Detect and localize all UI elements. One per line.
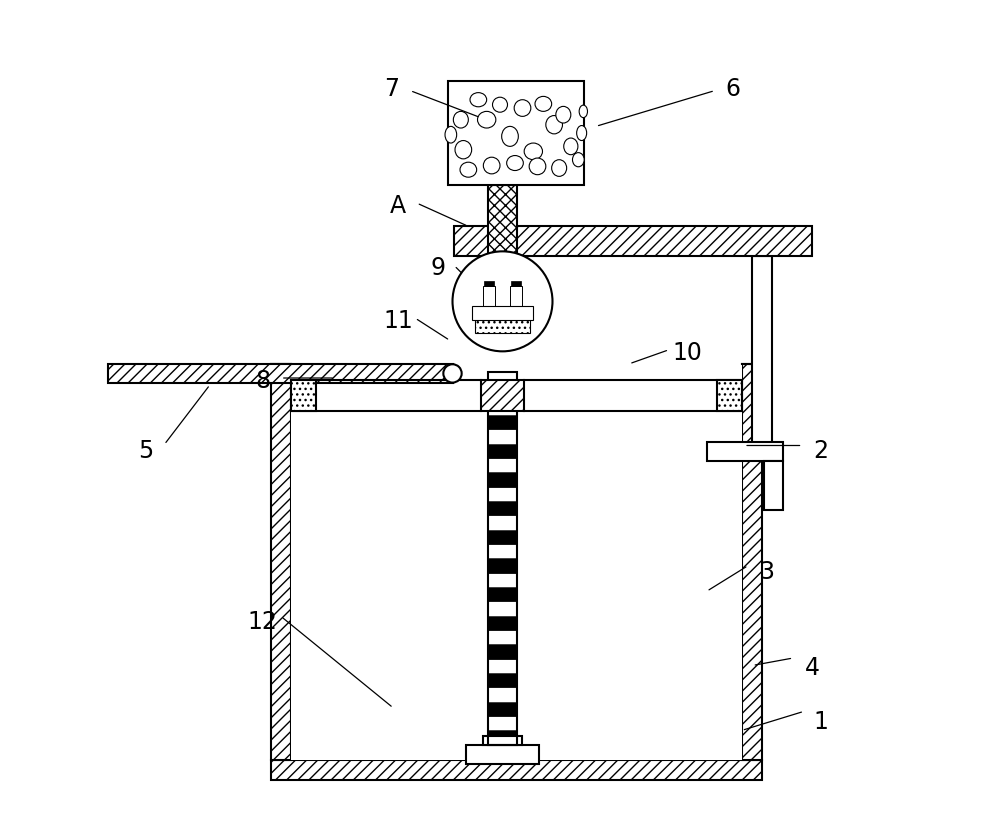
Text: 1: 1 (813, 710, 828, 734)
Bar (488, 516, 517, 530)
Ellipse shape (502, 126, 518, 146)
Ellipse shape (529, 158, 546, 175)
Bar (483, 737, 522, 745)
Bar (488, 185, 517, 293)
Bar (291, 364, 742, 761)
Bar (488, 487, 517, 501)
Bar (510, 286, 522, 305)
Bar (472, 305, 533, 319)
Text: 3: 3 (759, 560, 774, 584)
Text: 5: 5 (138, 440, 154, 463)
Bar (488, 587, 517, 601)
Bar (454, 226, 812, 256)
Bar (488, 444, 517, 458)
Bar (488, 415, 517, 430)
Ellipse shape (445, 126, 457, 143)
Text: 10: 10 (673, 341, 702, 365)
Bar (488, 615, 517, 630)
Bar (488, 630, 517, 645)
Text: 8: 8 (255, 369, 270, 393)
Ellipse shape (455, 140, 472, 159)
Bar (488, 687, 517, 701)
Ellipse shape (572, 153, 584, 167)
Bar (742, 364, 762, 761)
Bar (484, 281, 494, 287)
Ellipse shape (564, 138, 578, 155)
Ellipse shape (556, 106, 571, 123)
Circle shape (443, 364, 462, 383)
Ellipse shape (483, 157, 500, 174)
Ellipse shape (493, 97, 507, 112)
Bar (717, 380, 742, 411)
Bar (488, 530, 517, 544)
Ellipse shape (546, 115, 562, 134)
Text: A: A (390, 193, 406, 217)
Bar (475, 309, 530, 333)
Bar (448, 80, 584, 185)
Text: 4: 4 (805, 656, 820, 680)
Bar (488, 386, 517, 400)
Bar (488, 701, 517, 716)
Bar (481, 380, 524, 411)
Text: 2: 2 (813, 440, 828, 463)
Ellipse shape (514, 99, 531, 116)
Text: 7: 7 (384, 77, 399, 101)
Text: 12: 12 (248, 610, 277, 635)
Ellipse shape (577, 125, 587, 140)
Bar (488, 544, 517, 558)
Bar (488, 731, 517, 745)
Bar (488, 601, 517, 615)
Bar (488, 372, 517, 745)
Bar (483, 286, 495, 305)
Ellipse shape (552, 160, 567, 176)
Bar (488, 716, 517, 731)
Bar (271, 761, 762, 781)
Bar (707, 442, 783, 461)
Ellipse shape (460, 162, 477, 177)
Bar (466, 745, 539, 764)
Ellipse shape (470, 93, 487, 107)
Bar (291, 380, 316, 411)
Text: 6: 6 (726, 77, 741, 101)
Bar (488, 673, 517, 687)
Bar (488, 659, 517, 673)
Ellipse shape (524, 143, 542, 160)
Bar (511, 281, 521, 287)
Ellipse shape (535, 96, 552, 111)
Bar (488, 645, 517, 659)
Bar (108, 364, 453, 383)
Circle shape (453, 252, 552, 351)
Bar (488, 472, 517, 487)
Ellipse shape (453, 111, 468, 128)
Bar (488, 430, 517, 444)
Ellipse shape (507, 155, 523, 171)
Bar (488, 573, 517, 587)
Text: 11: 11 (383, 308, 413, 333)
Bar (752, 256, 772, 451)
Ellipse shape (478, 111, 496, 128)
Bar (488, 458, 517, 472)
Ellipse shape (579, 105, 587, 118)
Bar (488, 501, 517, 516)
Bar (764, 461, 783, 510)
Bar (488, 372, 517, 386)
Bar (488, 400, 517, 415)
Bar (488, 558, 517, 573)
Text: 9: 9 (430, 256, 445, 280)
Bar (271, 364, 291, 761)
